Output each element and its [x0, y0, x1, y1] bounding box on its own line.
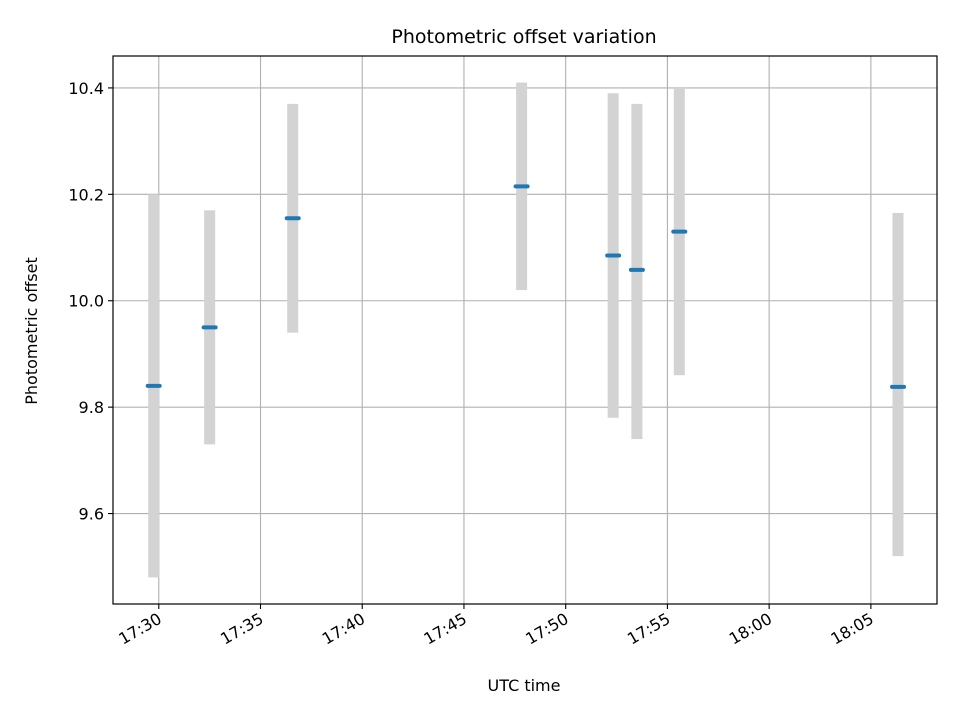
- y-tick-label: 10.0: [68, 292, 104, 311]
- error-bar: [892, 212, 904, 557]
- point-layer: [145, 184, 907, 389]
- y-tick-label: 10.2: [68, 185, 104, 204]
- chart-title: Photometric offset variation: [391, 26, 656, 48]
- y-axis-title: Photometric offset: [22, 257, 41, 405]
- y-tick-label: 9.6: [79, 505, 104, 524]
- x-axis-title: UTC time: [488, 676, 561, 695]
- y-tick-label: 9.8: [79, 398, 104, 417]
- y-tick-label: 10.4: [68, 79, 104, 98]
- plot-frame: [112, 55, 938, 605]
